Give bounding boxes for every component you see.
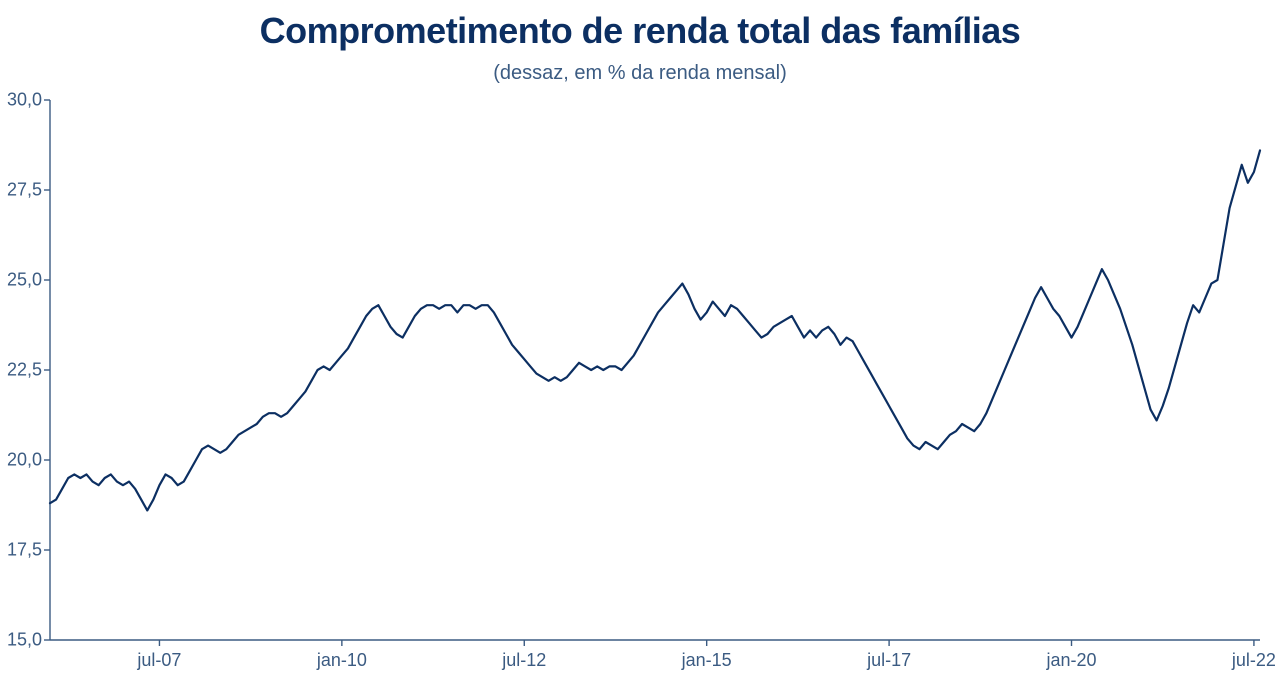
y-tick-label: 20,0 [7, 450, 50, 471]
y-tick-label: 17,5 [7, 540, 50, 561]
y-tick-label: 25,0 [7, 270, 50, 291]
x-tick-label: jan-15 [682, 640, 732, 671]
x-tick-label: jul-22 [1232, 640, 1276, 671]
x-tick-label: jul-12 [502, 640, 546, 671]
y-tick-label: 27,5 [7, 180, 50, 201]
series-line [50, 150, 1260, 510]
chart-svg [50, 100, 1260, 640]
chart-container: Comprometimento de renda total das famíl… [0, 0, 1280, 691]
x-tick-label: jan-20 [1046, 640, 1096, 671]
plot-area: 15,017,520,022,525,027,530,0jul-07jan-10… [50, 100, 1260, 640]
x-tick-label: jan-10 [317, 640, 367, 671]
x-tick-label: jul-07 [137, 640, 181, 671]
y-tick-label: 30,0 [7, 90, 50, 111]
y-tick-label: 15,0 [7, 630, 50, 651]
chart-subtitle: (dessaz, em % da renda mensal) [0, 62, 1280, 85]
chart-title: Comprometimento de renda total das famíl… [0, 10, 1280, 52]
x-tick-label: jul-17 [867, 640, 911, 671]
y-tick-label: 22,5 [7, 360, 50, 381]
